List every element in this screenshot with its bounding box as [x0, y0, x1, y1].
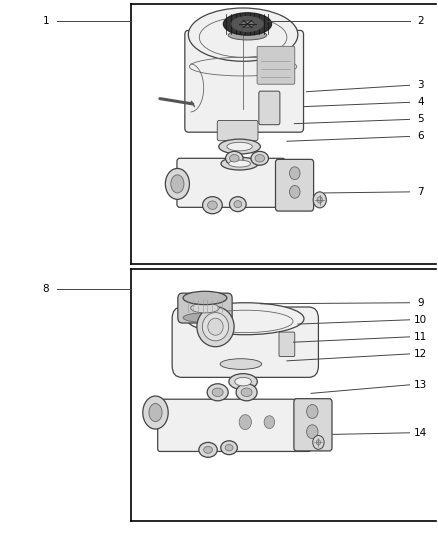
Circle shape [307, 425, 318, 439]
Text: 11: 11 [414, 332, 427, 342]
Ellipse shape [241, 388, 252, 397]
Text: 12: 12 [414, 349, 427, 359]
Ellipse shape [208, 318, 223, 335]
Circle shape [290, 167, 300, 180]
FancyBboxPatch shape [257, 46, 295, 84]
Ellipse shape [208, 201, 217, 209]
Circle shape [316, 440, 321, 445]
Circle shape [313, 192, 326, 208]
FancyBboxPatch shape [217, 120, 258, 141]
Ellipse shape [221, 441, 237, 455]
Ellipse shape [226, 151, 243, 165]
Text: 1: 1 [42, 17, 49, 26]
Circle shape [290, 185, 300, 198]
Ellipse shape [228, 21, 267, 33]
Ellipse shape [171, 175, 184, 193]
Ellipse shape [229, 160, 251, 167]
FancyBboxPatch shape [158, 399, 311, 451]
Text: 13: 13 [414, 380, 427, 390]
FancyBboxPatch shape [276, 159, 314, 211]
Ellipse shape [220, 359, 261, 369]
Ellipse shape [230, 197, 246, 212]
Ellipse shape [251, 151, 268, 165]
Ellipse shape [197, 306, 234, 346]
FancyBboxPatch shape [172, 307, 318, 377]
Ellipse shape [149, 403, 162, 422]
Ellipse shape [236, 384, 257, 401]
Ellipse shape [207, 384, 228, 401]
Text: 14: 14 [414, 428, 427, 438]
Circle shape [239, 415, 251, 430]
Circle shape [313, 435, 324, 449]
Ellipse shape [228, 30, 267, 40]
Circle shape [264, 416, 275, 429]
Ellipse shape [183, 291, 227, 305]
Ellipse shape [223, 13, 272, 35]
Ellipse shape [204, 446, 212, 453]
Text: 5: 5 [417, 115, 424, 124]
Text: 4: 4 [417, 98, 424, 107]
Text: 2: 2 [417, 17, 424, 26]
Ellipse shape [202, 197, 222, 214]
Text: 6: 6 [417, 132, 424, 141]
Ellipse shape [143, 396, 168, 429]
Text: 8: 8 [42, 284, 49, 294]
FancyBboxPatch shape [177, 158, 285, 207]
Circle shape [317, 197, 322, 203]
FancyBboxPatch shape [178, 293, 232, 323]
Ellipse shape [202, 312, 229, 341]
Ellipse shape [165, 168, 189, 199]
Ellipse shape [234, 201, 242, 207]
Text: 7: 7 [417, 187, 424, 197]
Text: 9: 9 [417, 298, 424, 308]
Ellipse shape [235, 377, 251, 386]
FancyBboxPatch shape [259, 91, 280, 125]
Ellipse shape [187, 303, 304, 335]
Ellipse shape [183, 313, 227, 322]
Circle shape [307, 405, 318, 418]
Ellipse shape [199, 442, 217, 457]
Ellipse shape [232, 17, 263, 31]
Ellipse shape [191, 303, 219, 313]
Text: 3: 3 [417, 80, 424, 90]
FancyBboxPatch shape [294, 399, 332, 451]
Ellipse shape [212, 388, 223, 397]
Ellipse shape [229, 374, 258, 390]
Ellipse shape [219, 139, 260, 154]
Ellipse shape [234, 23, 261, 31]
Ellipse shape [221, 157, 258, 170]
Ellipse shape [227, 142, 252, 151]
Ellipse shape [188, 8, 298, 61]
Ellipse shape [255, 155, 265, 162]
Text: 10: 10 [414, 315, 427, 325]
Ellipse shape [225, 445, 233, 451]
Ellipse shape [230, 155, 239, 162]
FancyBboxPatch shape [279, 332, 295, 357]
Ellipse shape [241, 21, 254, 27]
FancyBboxPatch shape [185, 30, 304, 132]
